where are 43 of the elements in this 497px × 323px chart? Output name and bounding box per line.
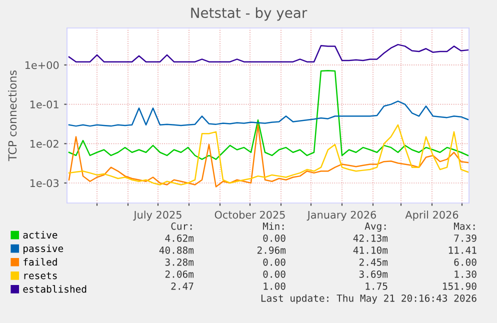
text: 42.13m xyxy=(353,234,388,242)
y-tick-label: 1e+00 xyxy=(25,61,59,70)
text: 2.06m xyxy=(165,270,194,278)
y-axis-title: TCP connections xyxy=(8,70,17,162)
x-tick-label: October 2025 xyxy=(214,210,285,219)
line-series xyxy=(68,44,469,62)
text: 0.00 xyxy=(263,258,286,266)
chart-title: Netstat - by year xyxy=(191,7,308,21)
legend-label: established xyxy=(23,285,86,293)
y-tick-label: 1e-02 xyxy=(30,140,58,148)
legend-label: active xyxy=(23,231,58,239)
text: Cur: xyxy=(171,222,192,230)
text: 0.00 xyxy=(263,234,286,242)
text: 11.41 xyxy=(448,246,476,254)
y-tick-label: 1e-01 xyxy=(30,100,58,108)
text: 151.90 xyxy=(443,282,476,290)
line-series xyxy=(68,100,469,127)
legend-label: passive xyxy=(24,244,64,254)
text: 2.45m xyxy=(359,258,388,266)
y-tick-label: 1e-03 xyxy=(30,179,59,188)
text: 3.28m xyxy=(165,258,194,266)
text: Min: xyxy=(262,222,284,230)
text: 0.00 xyxy=(263,270,286,278)
text: Avg: xyxy=(364,222,386,232)
text: 1.75 xyxy=(366,282,388,290)
text: 3.69m xyxy=(359,270,388,278)
text: 7.39 xyxy=(454,234,476,242)
text: 2.47 xyxy=(171,282,194,290)
text: 4.62m xyxy=(165,234,194,242)
text: 6.00 xyxy=(454,258,476,266)
text: 2.96m xyxy=(257,246,286,254)
line-series xyxy=(68,70,469,160)
text: 1.30 xyxy=(454,270,476,278)
x-tick-label: January 2026 xyxy=(306,210,376,221)
text: Max: xyxy=(454,222,475,230)
x-tick-label: April 2026 xyxy=(405,210,458,221)
legend-label: failed xyxy=(24,258,57,266)
text: 41.10m xyxy=(353,246,388,254)
text: 1.00 xyxy=(264,282,286,290)
text: Last update: Thu May 21 20:16:43 2026 xyxy=(261,294,476,304)
text: 40.88m xyxy=(159,246,194,254)
x-tick-label: July 2025 xyxy=(133,210,182,221)
legend-label: resets xyxy=(24,272,57,280)
